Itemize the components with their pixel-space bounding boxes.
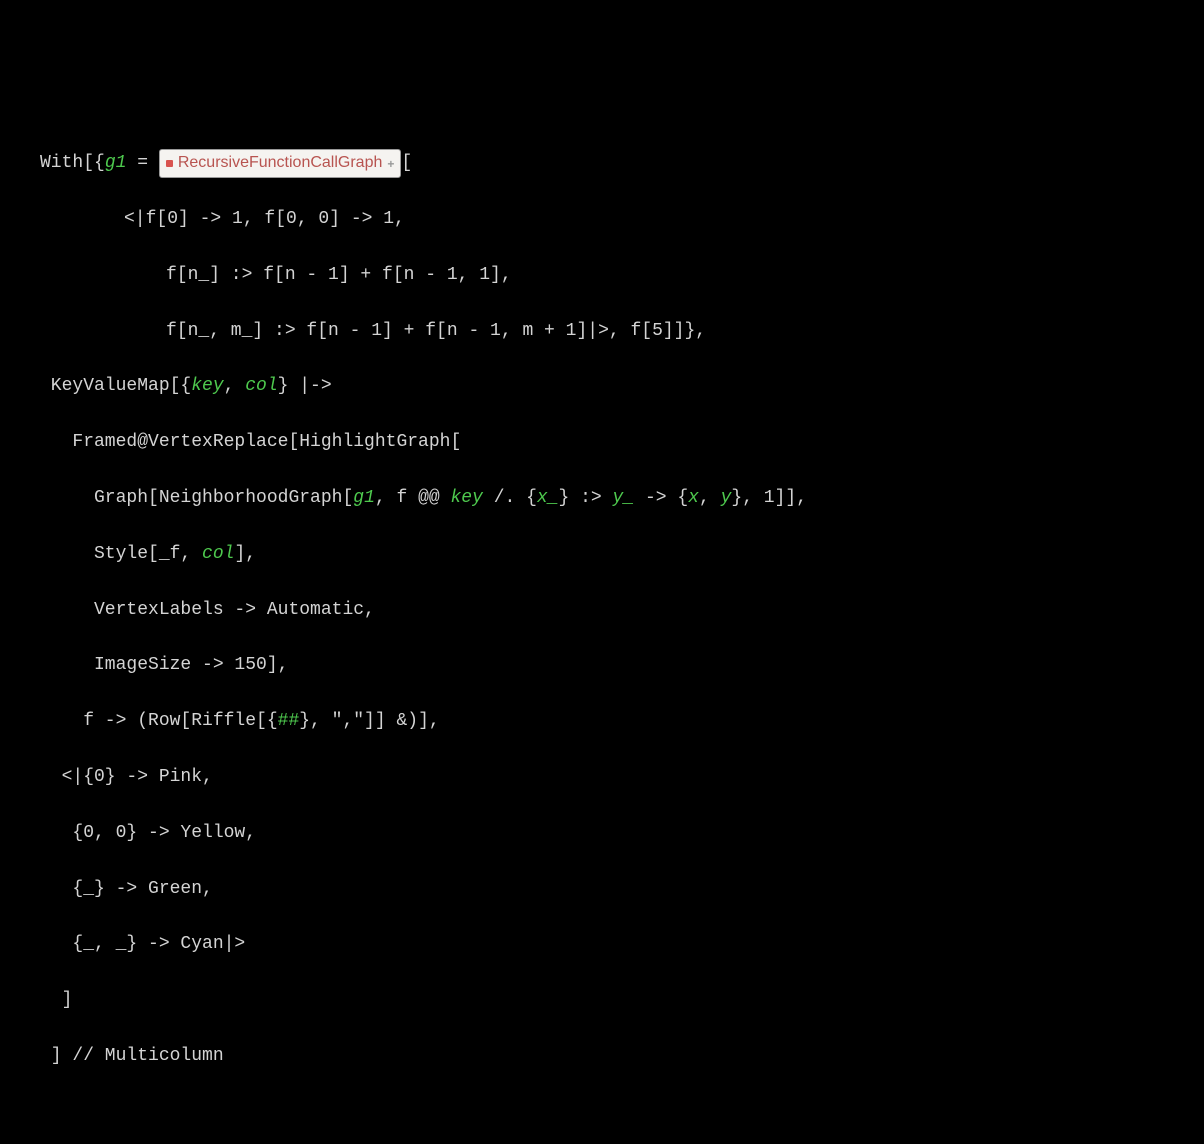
variable-g1: g1 (105, 153, 127, 173)
with-keyword: With (40, 153, 83, 173)
code-line-11: f -> (Row[Riffle[{##}, ","]] &)], (40, 708, 1204, 736)
code-line-5: KeyValueMap[{key, col} |-> (40, 373, 1204, 401)
variable-col-ref: col (202, 544, 234, 564)
code-line-4: f[n_, m_] :> f[n - 1] + f[n - 1, m + 1]|… (40, 318, 1204, 346)
resource-dot-icon (166, 160, 173, 167)
resource-function-box[interactable]: RecursiveFunctionCallGraph+ (159, 149, 402, 178)
resource-label: RecursiveFunctionCallGraph (178, 151, 383, 176)
code-line-7: Graph[NeighborhoodGraph[g1, f @@ key /. … (40, 485, 1204, 513)
code-line-9: VertexLabels -> Automatic, (40, 597, 1204, 625)
variable-y: y (721, 488, 732, 508)
code-line-13: {0, 0} -> Yellow, (40, 820, 1204, 848)
code-line-2: <|f[0] -> 1, f[0, 0] -> 1, (40, 206, 1204, 234)
resource-caret-icon: + (387, 155, 394, 174)
code-line-14: {_} -> Green, (40, 876, 1204, 904)
variable-g1-ref: g1 (353, 488, 375, 508)
code-line-6: Framed@VertexReplace[HighlightGraph[ (40, 429, 1204, 457)
code-line-3: f[n_] :> f[n - 1] + f[n - 1, 1], (40, 262, 1204, 290)
code-line-15: {_, _} -> Cyan|> (40, 931, 1204, 959)
code-line-10: ImageSize -> 150], (40, 652, 1204, 680)
variable-col: col (245, 376, 277, 396)
variable-key: key (191, 376, 223, 396)
variable-x: x (688, 488, 699, 508)
code-block[interactable]: With[{g1 = RecursiveFunctionCallGraph+[ … (40, 122, 1204, 1099)
code-line-12: <|{0} -> Pink, (40, 764, 1204, 792)
code-line-17: ] // Multicolumn (40, 1043, 1204, 1071)
pattern-x: x_ (537, 488, 559, 508)
slot-sequence: ## (278, 711, 300, 731)
code-line-8: Style[_f, col], (40, 541, 1204, 569)
code-line-1: With[{g1 = RecursiveFunctionCallGraph+[ (40, 149, 1204, 178)
pattern-y: y_ (613, 488, 635, 508)
code-line-16: ] (40, 987, 1204, 1015)
variable-key-ref: key (451, 488, 483, 508)
